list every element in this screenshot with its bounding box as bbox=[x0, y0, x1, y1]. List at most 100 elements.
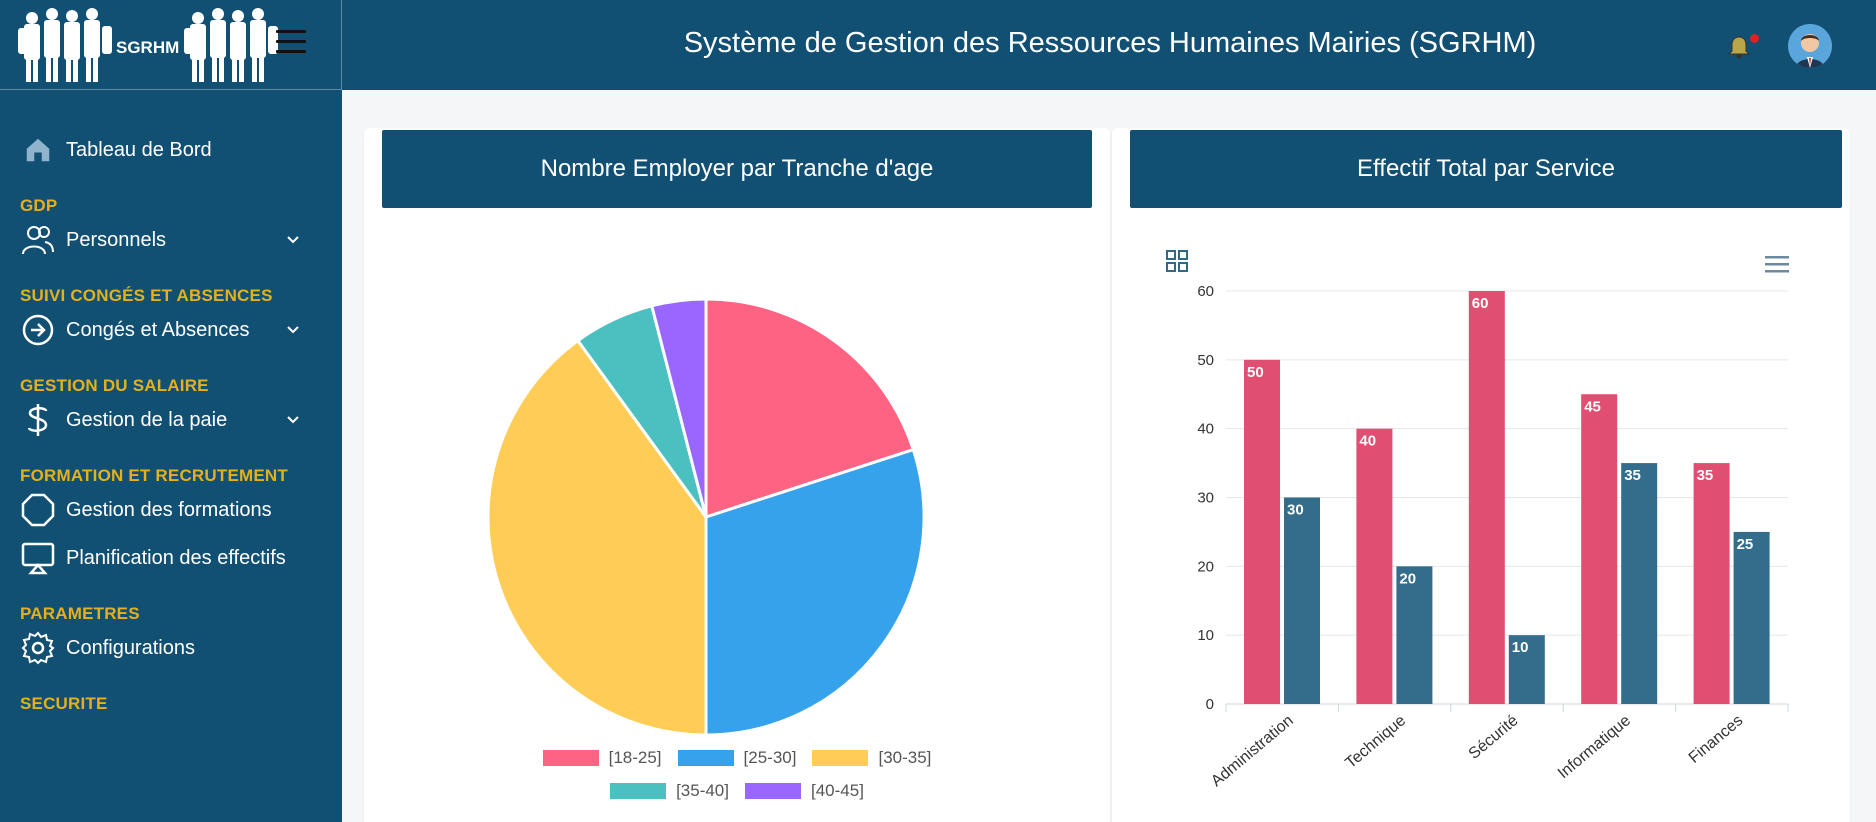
x-tick-label: Administration bbox=[1208, 712, 1297, 790]
data-label: 25 bbox=[1737, 536, 1754, 553]
legend-swatch bbox=[677, 750, 734, 766]
people-logo-icon bbox=[184, 8, 278, 82]
sidebar-nav: Tableau de Bord GDP Personnels SUIVI CON… bbox=[0, 90, 342, 714]
page-title: Système de Gestion des Ressources Humain… bbox=[683, 27, 1537, 59]
bell-icon[interactable] bbox=[1726, 34, 1752, 60]
card-title: Nombre Employer par Tranche d'age bbox=[382, 130, 1092, 208]
data-label: 50 bbox=[1247, 364, 1264, 381]
legend-item[interactable]: [18-25] bbox=[542, 748, 662, 768]
x-tick-label: Technique bbox=[1342, 712, 1409, 772]
chevron-down-icon bbox=[287, 326, 299, 334]
bar[interactable] bbox=[1508, 635, 1545, 704]
section-title-securite: SECURITE bbox=[20, 694, 108, 713]
pie-legend: [18-25] [25-30] [30-35] bbox=[364, 748, 1110, 768]
pie-slice[interactable] bbox=[704, 297, 916, 520]
sidebar-item-effectifs[interactable]: Planification des effectifs bbox=[0, 534, 342, 582]
pie-slice[interactable] bbox=[704, 447, 926, 737]
bar[interactable] bbox=[1284, 497, 1320, 705]
y-tick-label: 60 bbox=[1197, 283, 1214, 300]
legend-label: [25-30] bbox=[743, 748, 797, 767]
pie-legend-row-2: [35-40] [40-45] bbox=[364, 781, 1110, 801]
bar[interactable] bbox=[1468, 291, 1505, 704]
sidebar-item-configurations[interactable]: Configurations bbox=[0, 624, 342, 672]
bar[interactable] bbox=[1733, 531, 1770, 704]
legend-item[interactable]: [30-35] bbox=[812, 748, 931, 768]
y-tick-label: 10 bbox=[1197, 627, 1214, 644]
data-label: 40 bbox=[1359, 433, 1376, 450]
legend-swatch bbox=[745, 783, 801, 799]
legend-label: [35-40] bbox=[676, 781, 729, 800]
section-title-formation: FORMATION ET RECRUTEMENT bbox=[20, 466, 288, 485]
data-label: 20 bbox=[1399, 570, 1416, 587]
section-title-gdp: GDP bbox=[20, 196, 58, 215]
sidebar-item-formations[interactable]: Gestion des formations bbox=[0, 486, 342, 534]
sidebar-item-dashboard[interactable]: Tableau de Bord bbox=[0, 126, 342, 174]
legend-item[interactable]: [35-40] bbox=[610, 781, 729, 801]
brand: SGRHM bbox=[0, 0, 342, 90]
menu-toggle-button[interactable] bbox=[276, 30, 306, 56]
data-label: 10 bbox=[1512, 639, 1529, 656]
sidebar-item-paie[interactable]: Gestion de la paie bbox=[0, 396, 342, 444]
chevron-down-icon bbox=[287, 416, 299, 424]
sidebar-item-label: Tableau de Bord bbox=[66, 138, 212, 161]
top-header: Système de Gestion des Ressources Humain… bbox=[342, 0, 1876, 90]
grid-view-icon[interactable] bbox=[1166, 250, 1188, 272]
y-tick-label: 0 bbox=[1206, 696, 1214, 713]
legend-label: [40-45] bbox=[811, 781, 864, 800]
avatar[interactable] bbox=[1788, 24, 1832, 68]
x-tick-label: Finances bbox=[1686, 712, 1747, 767]
bar[interactable] bbox=[1581, 394, 1618, 704]
sidebar-item-label: Congés et Absences bbox=[66, 318, 250, 341]
x-tick-label: Sécurité bbox=[1466, 712, 1522, 763]
sidebar-item-label: Planification des effectifs bbox=[66, 546, 286, 569]
legend-label: [30-35] bbox=[878, 748, 932, 767]
sidebar-item-personnels[interactable]: Personnels bbox=[0, 216, 342, 264]
y-tick-label: 50 bbox=[1197, 352, 1214, 369]
pie-slice[interactable] bbox=[486, 338, 708, 737]
bar[interactable] bbox=[1244, 359, 1280, 704]
dollar-icon bbox=[20, 402, 56, 438]
people-logo-icon bbox=[18, 8, 112, 82]
data-label: 35 bbox=[1697, 467, 1714, 484]
service-bar-chart: 0 10 20 30 40 50 60 50 30 Administration 40 20 Techn… bbox=[1197, 283, 1789, 790]
card-title: Effectif Total par Service bbox=[1130, 130, 1842, 208]
legend-swatch bbox=[610, 783, 667, 799]
notification-badge bbox=[1750, 34, 1759, 43]
bar[interactable] bbox=[1396, 566, 1433, 704]
home-icon bbox=[20, 132, 56, 168]
legend-swatch bbox=[542, 750, 599, 766]
y-tick-label: 30 bbox=[1197, 490, 1214, 507]
section-title-conges: SUIVI CONGÉS ET ABSENCES bbox=[20, 286, 273, 305]
section-title-parametres: PARAMETRES bbox=[20, 604, 140, 623]
legend-swatch bbox=[812, 750, 869, 766]
chart-menu-icon[interactable] bbox=[1764, 254, 1790, 274]
data-label: 60 bbox=[1472, 295, 1489, 312]
sidebar-item-label: Personnels bbox=[66, 228, 167, 251]
gear-icon bbox=[20, 630, 56, 666]
bar[interactable] bbox=[1356, 428, 1393, 704]
sidebar-item-conges[interactable]: Congés et Absences bbox=[0, 306, 342, 354]
pie-slice[interactable] bbox=[649, 297, 708, 518]
arrow-circle-right-icon bbox=[20, 312, 56, 348]
sidebar-item-label: Gestion des formations bbox=[66, 498, 272, 521]
legend-item[interactable]: [40-45] bbox=[745, 781, 864, 801]
sidebar-item-label: Configurations bbox=[66, 636, 195, 659]
y-tick-label: 40 bbox=[1197, 421, 1214, 438]
x-tick-label: Informatique bbox=[1555, 712, 1634, 782]
data-label: 35 bbox=[1624, 467, 1641, 484]
sidebar-item-label: Gestion de la paie bbox=[66, 408, 228, 431]
chevron-down-icon bbox=[287, 236, 299, 244]
presentation-icon bbox=[20, 540, 56, 576]
bar[interactable] bbox=[1621, 463, 1658, 704]
data-label: 30 bbox=[1287, 502, 1304, 519]
age-pie-chart bbox=[486, 297, 926, 737]
sidebar: SGRHM Tableau de Bord GDP bbox=[0, 0, 342, 822]
data-label: 45 bbox=[1584, 398, 1601, 415]
age-distribution-card: Nombre Employer par Tranche d'age [18-25… bbox=[364, 128, 1110, 822]
octagon-icon bbox=[20, 492, 56, 528]
y-tick-label: 20 bbox=[1197, 558, 1214, 575]
users-icon bbox=[20, 222, 56, 258]
brand-name: SGRHM bbox=[116, 38, 180, 57]
bar[interactable] bbox=[1693, 463, 1730, 704]
legend-item[interactable]: [25-30] bbox=[677, 748, 797, 768]
